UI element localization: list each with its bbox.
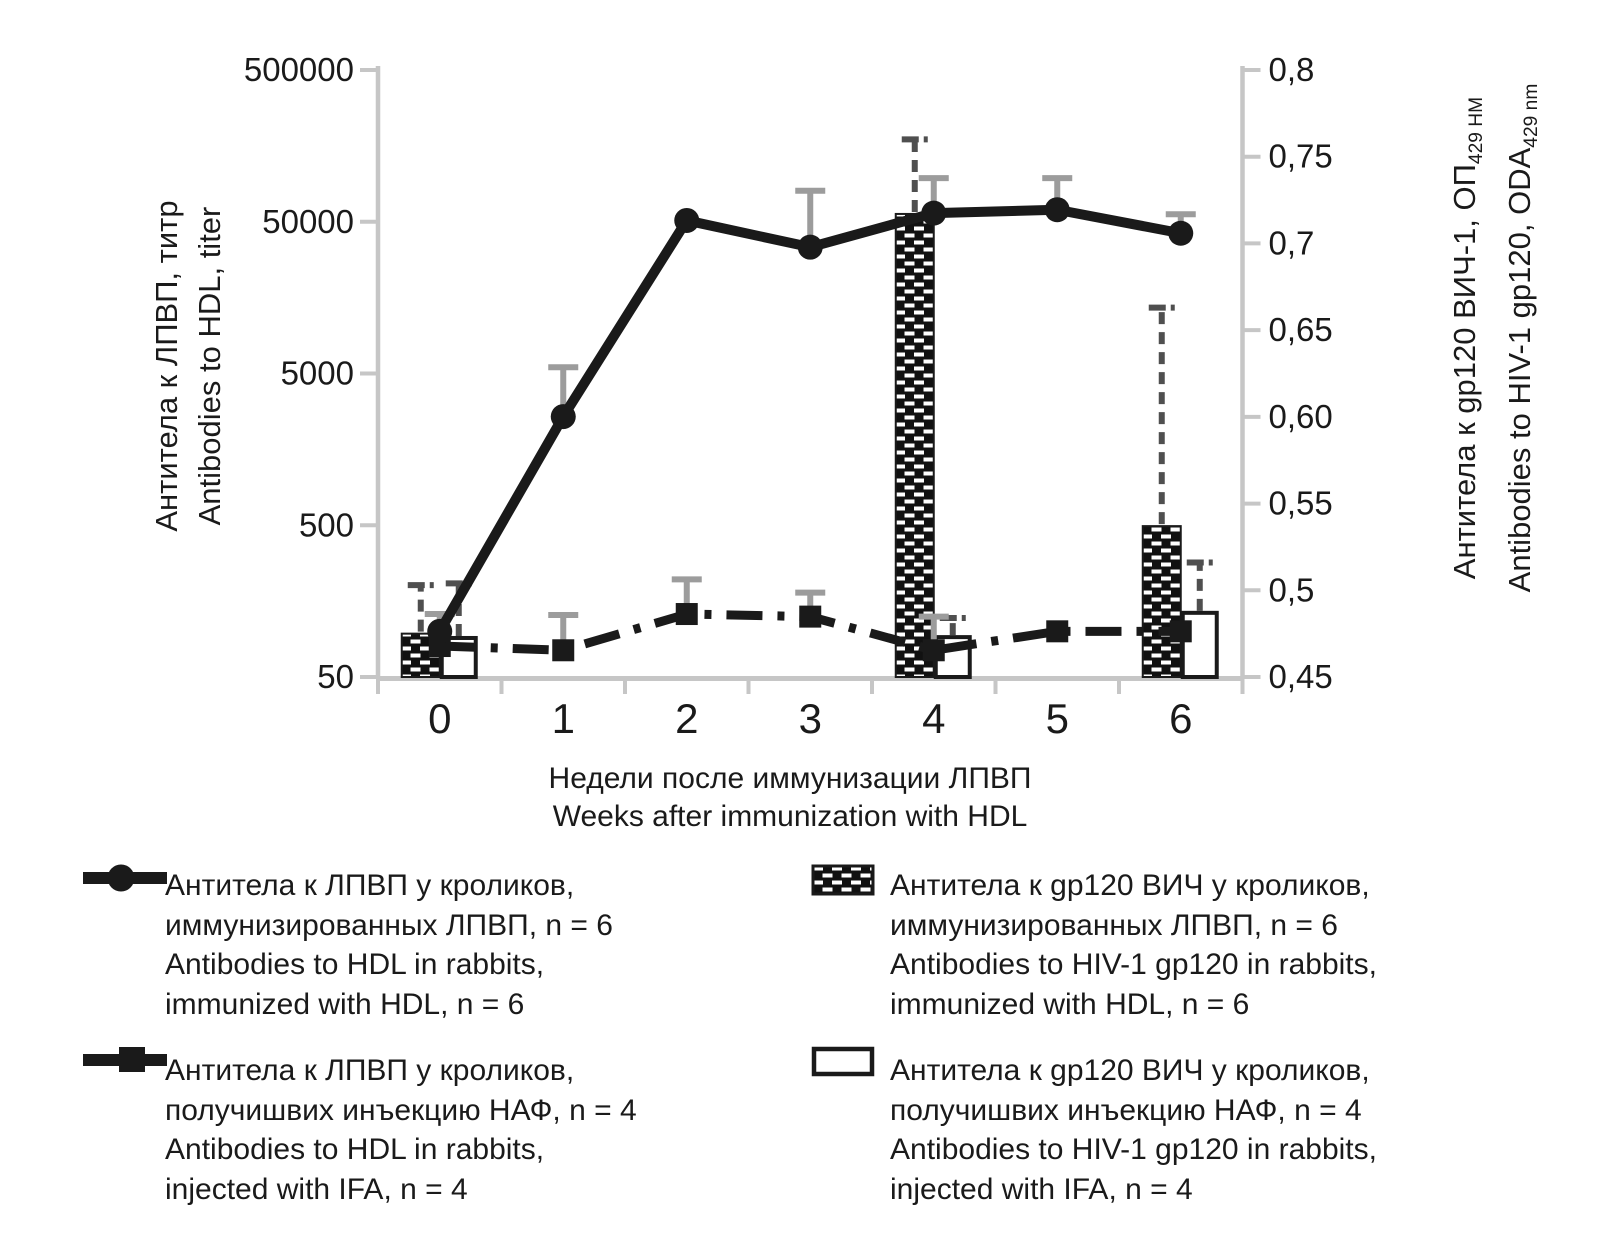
legend-line: Antibodies to HIV-1 gp120 in rabbits,	[890, 948, 1377, 981]
x-axis-title-en: Weeks after immunization with HDL	[552, 800, 1028, 833]
svg-text:50000: 50000	[262, 203, 354, 240]
svg-text:0: 0	[428, 695, 451, 742]
x-axis-title-ru: Недели после иммунизации ЛПВП	[548, 762, 1032, 795]
svg-text:500: 500	[299, 506, 354, 543]
right-axis-title-en-subscript: 429 nm	[1521, 83, 1543, 148]
legend-line: injected with IFA, n = 4	[165, 1172, 468, 1206]
legend-line: Антитела к gp120 ВИЧ у кроликов,	[890, 1054, 1370, 1087]
legend-line: Антитела к ЛПВП у кроликов,	[165, 869, 575, 902]
legend-line: immunized with HDL, n = 6	[890, 987, 1250, 1021]
left-axis-title-en: Antibodies to HDL, titer	[192, 206, 227, 526]
svg-text:2: 2	[675, 695, 698, 742]
svg-text:0,45: 0,45	[1269, 658, 1333, 695]
right-axis-title: Антитела к gp120 ВИЧ-1, ОП429 НМ Antibod…	[1443, 18, 1542, 658]
white-swatch-icon	[811, 1046, 875, 1083]
legend-line: получишвих инъекцию НАФ, n = 4	[890, 1093, 1362, 1127]
svg-text:50: 50	[317, 658, 354, 695]
legend-line: injected with IFA, n = 4	[890, 1172, 1193, 1206]
line-square-marker-icon	[83, 1040, 167, 1085]
svg-text:3: 3	[799, 695, 822, 742]
legend-line: Антитела к gp120 ВИЧ у кроликов,	[890, 869, 1370, 902]
series-line-square	[428, 603, 1192, 662]
svg-text:0,55: 0,55	[1269, 485, 1333, 522]
right-axis-title-ru: Антитела к gp120 ВИЧ-1, ОП429 НМ	[1447, 96, 1488, 580]
legend-line: Антитела к ЛПВП у кроликов,	[165, 1054, 575, 1087]
legend-line: получишвих инъекцию НАФ, n = 4	[165, 1093, 637, 1127]
legend-line: Antibodies to HDL in rabbits,	[165, 948, 545, 981]
svg-text:5000: 5000	[281, 355, 354, 392]
legend-line: immunized with HDL, n = 6	[165, 987, 525, 1021]
left-axis-title-ru: Антитела к ЛПВП, титр	[149, 200, 184, 532]
svg-text:5: 5	[1046, 695, 1069, 742]
checkered-swatch-icon	[811, 864, 875, 901]
svg-text:6: 6	[1169, 695, 1192, 742]
svg-text:0,8: 0,8	[1269, 51, 1315, 88]
svg-text:4: 4	[922, 695, 945, 742]
legend-line: Antibodies to HDL in rabbits,	[165, 1133, 545, 1166]
line-circle-marker-icon	[83, 858, 167, 903]
legend-line: Antibodies to HIV-1 gp120 in rabbits,	[890, 1133, 1377, 1166]
bars-checkered	[400, 212, 1182, 679]
series-line-circle	[427, 197, 1194, 644]
right-axis-title-en: Antibodies to HIV-1 gp120, ODA429 nm	[1502, 83, 1543, 593]
svg-text:500000: 500000	[244, 51, 354, 88]
x-axis-title: Недели после иммунизации ЛПВП Weeks afte…	[440, 760, 1140, 836]
axes	[360, 66, 1261, 694]
legend-line: иммунизированных ЛПВП, n = 6	[165, 908, 613, 942]
chart-plot: 500000500005000500500,80,750,70,650,600,…	[244, 51, 1333, 742]
error-bars-checkered	[407, 136, 1175, 632]
left-axis-title: Антитела к ЛПВП, титр Antibodies to HDL,…	[145, 46, 231, 686]
svg-text:0,60: 0,60	[1269, 398, 1333, 435]
legend-line: иммунизированных ЛПВП, n = 6	[890, 908, 1338, 942]
svg-text:1: 1	[552, 695, 575, 742]
tick-labels: 500000500005000500500,80,750,70,650,600,…	[244, 51, 1333, 742]
right-axis-title-ru-subscript: 429 НМ	[1466, 96, 1488, 165]
svg-text:0,65: 0,65	[1269, 311, 1333, 348]
svg-text:0,7: 0,7	[1269, 224, 1315, 261]
svg-text:0,5: 0,5	[1269, 571, 1315, 608]
svg-text:0,75: 0,75	[1269, 138, 1333, 175]
